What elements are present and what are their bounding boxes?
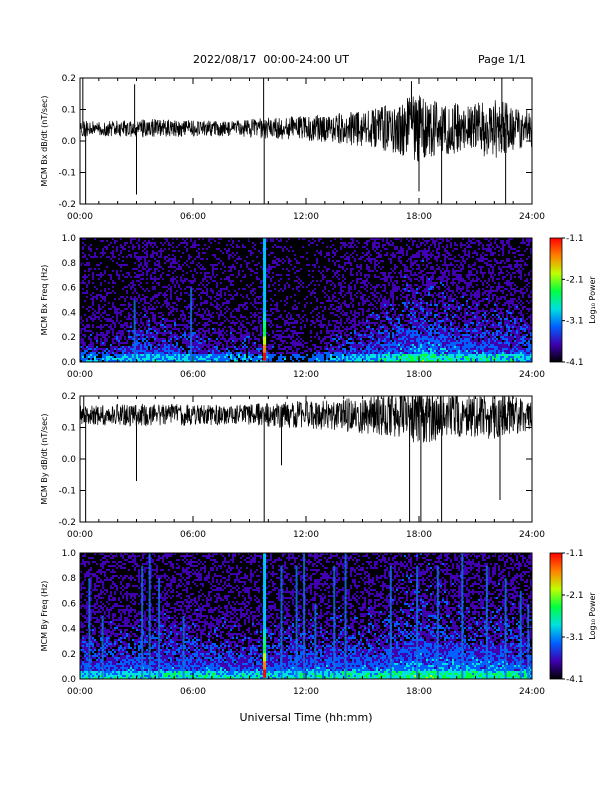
- panel-4-xtick-0: 00:00: [67, 687, 93, 697]
- panel-4-ytick-2: 0.4: [62, 625, 77, 635]
- panel-2-ylabel: MCM Bx Freq (Hz): [40, 265, 49, 336]
- panel-4-ytick-3: 0.6: [62, 599, 77, 609]
- panel-3-ytick-3: 0.1: [62, 424, 76, 434]
- panel-4-streak-18: [504, 578, 507, 679]
- x-axis-label: Universal Time (hh:mm): [240, 711, 373, 724]
- panel-2-ytick-4: 0.8: [62, 259, 77, 269]
- panel-4-xtick-1: 06:00: [180, 687, 206, 697]
- panel-2-xtick-4: 24:00: [519, 370, 545, 380]
- panel-4-xtick-3: 18:00: [406, 687, 432, 697]
- page-indicator: Page 1/1: [478, 53, 526, 66]
- panel-4-colorbar-tick-2: -3.1: [566, 633, 584, 643]
- panel-4-colorbar-tick-0: -1.1: [566, 549, 584, 559]
- panel-4-streak-11: [333, 565, 336, 679]
- panel-4-streak-8: [295, 565, 298, 679]
- panel-3-timeseries: 00:00 06:00 12:00 18:00 24:00 -0.2 -0.1 0.0 0.1 0…: [40, 392, 545, 540]
- panel-4-streak-16: [461, 553, 464, 679]
- panel-3-ytick-4: 0.2: [62, 392, 76, 402]
- panel-2-xtick-3: 18:00: [406, 370, 432, 380]
- panel-4-colorbar-label: Log₁₀ Power: [588, 592, 597, 640]
- panel-1-xtick-2: 12:00: [293, 212, 319, 222]
- panel-3-xtick-2: 12:00: [293, 530, 319, 540]
- panel-2-colorbar-tick-0: -1.1: [566, 234, 584, 244]
- panel-4-streak-7: [280, 565, 283, 679]
- panel-4-streak-4: [158, 578, 161, 679]
- panel-4-streak-3: [148, 553, 151, 679]
- panel-4-xtick-4: 24:00: [519, 687, 545, 697]
- panel-1-xtick-1: 06:00: [180, 212, 206, 222]
- panel-3-xtick-3: 18:00: [406, 530, 432, 540]
- panel-4-streak-6: [263, 553, 267, 679]
- panel-3-xtick-0: 00:00: [67, 530, 93, 540]
- panel-4-streak-20: [527, 603, 530, 679]
- panel-4-streak-0: [88, 578, 91, 679]
- panel-4-spectrogram: 00:00 06:00 12:00 18:00 24:00 0.0 0.2 0.4 0.6 0.8…: [40, 549, 597, 697]
- panel-4-streak-12: [344, 553, 347, 679]
- panel-3-xtick-1: 06:00: [180, 530, 206, 540]
- panel-1-xtick-0: 00:00: [67, 212, 93, 222]
- panel-4-streak-10: [314, 603, 317, 679]
- panel-4-ylabel: MCM By Freq (Hz): [40, 581, 49, 652]
- panel-4-colorbar-tick-3: -4.1: [566, 675, 584, 685]
- panel-4-ytick-5: 1.0: [62, 549, 77, 559]
- panel-1-ytick-3: 0.1: [62, 106, 76, 116]
- panel-4-streak-17: [485, 565, 488, 679]
- panel-3-ylabel: MCM By dB/dt (nT/sec): [40, 413, 49, 504]
- panel-2-colorbar-label: Log₁₀ Power: [588, 276, 597, 324]
- date-range-title: 2022/08/17 00:00-24:00 UT: [193, 53, 350, 66]
- panel-2-streak-1: [190, 287, 193, 362]
- panel-4-ytick-0: 0.0: [62, 675, 77, 685]
- panel-4-streak-5: [182, 616, 185, 679]
- panel-1-xtick-3: 18:00: [406, 212, 432, 222]
- panel-2-ytick-2: 0.4: [62, 308, 77, 318]
- panel-3-series-line: [80, 396, 532, 443]
- panel-2-ytick-1: 0.2: [62, 333, 76, 343]
- panel-2-colorbar-tick-2: -3.1: [566, 317, 584, 327]
- panel-2-colorbar-tick-3: -4.1: [566, 358, 584, 368]
- panel-2-streak-0: [133, 300, 136, 362]
- panel-2-xtick-0: 00:00: [67, 370, 93, 380]
- panel-2-spectrogram: 00:00 06:00 12:00 18:00 24:00 0.0 0.2 0.4 0.6 0.8…: [40, 234, 597, 380]
- panel-1-ytick-0: -0.2: [58, 200, 76, 210]
- panel-2-streak-2: [263, 238, 267, 362]
- panel-4-streak-9: [303, 553, 306, 679]
- panel-3-ytick-2: 0.0: [62, 455, 77, 465]
- panel-4-streak-14: [416, 565, 419, 679]
- panel-2-cells: [80, 238, 532, 362]
- panel-1-xtick-4: 24:00: [519, 212, 545, 222]
- panel-1-ytick-2: 0.0: [62, 137, 77, 147]
- panel-2-colorbar: [549, 237, 563, 363]
- panel-1-ytick-4: 0.2: [62, 74, 76, 84]
- panel-4-streak-1: [101, 616, 104, 679]
- panel-3-xtick-4: 24:00: [519, 530, 545, 540]
- panel-4-streak-13: [389, 565, 392, 679]
- panel-4-streak-19: [519, 590, 522, 679]
- panel-1-ylabel: MCM Bx dB/dt (nT/sec): [40, 95, 49, 186]
- panel-2-ytick-5: 1.0: [62, 234, 77, 244]
- panel-4-streak-15: [436, 565, 439, 679]
- panel-1-timeseries: 00:00 06:00 12:00 18:00 24:00 -0.2 -0.1 0.0 0.1 0…: [40, 74, 545, 222]
- panel-4-xtick-2: 12:00: [293, 687, 319, 697]
- panel-3-ytick-1: -0.1: [58, 487, 76, 497]
- panel-2-colorbar-tick-1: -2.1: [566, 275, 584, 285]
- panel-3-ytick-0: -0.2: [58, 518, 76, 528]
- panel-4-colorbar-tick-1: -2.1: [566, 591, 584, 601]
- panel-4-ytick-1: 0.2: [62, 650, 76, 660]
- panel-2-xtick-2: 12:00: [293, 370, 319, 380]
- panel-2-ytick-0: 0.0: [62, 358, 77, 368]
- panel-2-ytick-3: 0.6: [62, 284, 77, 294]
- panel-1-series-line: [80, 95, 532, 162]
- panel-4-ytick-4: 0.8: [62, 574, 77, 584]
- panel-4-colorbar: [549, 552, 563, 680]
- panel-4-streak-2: [141, 565, 144, 679]
- panel-1-ytick-1: -0.1: [58, 169, 76, 179]
- panel-2-xtick-1: 06:00: [180, 370, 206, 380]
